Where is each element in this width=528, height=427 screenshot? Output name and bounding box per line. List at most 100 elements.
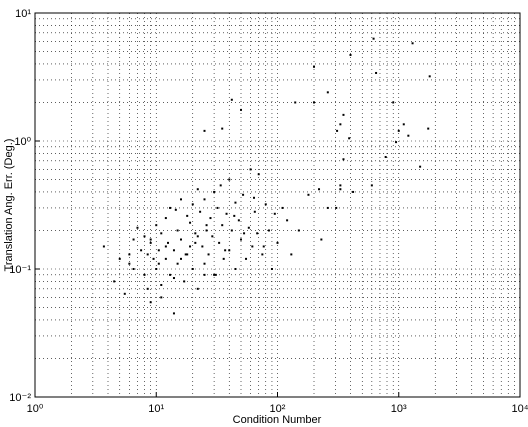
point xyxy=(203,273,206,276)
point xyxy=(143,273,146,276)
x-tick-label: 10³ xyxy=(391,403,407,415)
point xyxy=(402,123,405,126)
y-tick-label: 10¹ xyxy=(15,8,31,20)
point xyxy=(230,229,233,232)
point xyxy=(256,232,259,235)
point xyxy=(157,249,160,252)
point xyxy=(149,238,152,241)
y-tick-label: 10⁻¹ xyxy=(9,264,31,276)
point xyxy=(240,238,243,241)
point xyxy=(228,178,231,181)
point xyxy=(140,249,143,252)
point xyxy=(245,257,248,260)
point xyxy=(194,232,197,235)
point xyxy=(273,212,276,215)
point xyxy=(164,217,167,220)
point xyxy=(132,238,135,241)
point xyxy=(407,134,410,137)
point xyxy=(257,173,260,176)
point xyxy=(189,245,192,248)
point xyxy=(194,241,197,244)
point xyxy=(186,253,189,256)
point xyxy=(157,262,160,265)
point xyxy=(243,232,246,235)
point xyxy=(336,129,339,132)
point xyxy=(216,206,219,209)
point xyxy=(136,226,139,229)
point xyxy=(326,206,329,209)
x-tick-label: 10⁰ xyxy=(27,403,44,415)
x-axis-label: Condition Number xyxy=(233,414,322,426)
point xyxy=(219,184,222,187)
point xyxy=(228,249,231,252)
point xyxy=(339,184,342,187)
point xyxy=(183,280,186,283)
point xyxy=(191,203,194,206)
point xyxy=(213,190,216,193)
point xyxy=(128,262,131,265)
point xyxy=(128,253,131,256)
point xyxy=(199,210,202,213)
point xyxy=(234,201,237,204)
point xyxy=(179,238,182,241)
point xyxy=(230,98,233,101)
point xyxy=(251,245,254,248)
point xyxy=(261,253,264,256)
point xyxy=(264,203,267,206)
point xyxy=(233,214,236,217)
point xyxy=(249,168,252,171)
point xyxy=(419,165,422,168)
point xyxy=(164,257,167,260)
point xyxy=(370,184,373,187)
point xyxy=(149,301,152,304)
point xyxy=(427,127,430,130)
point xyxy=(203,129,206,132)
point xyxy=(211,235,214,238)
point xyxy=(221,224,224,227)
point xyxy=(155,268,158,270)
point xyxy=(155,224,158,227)
point xyxy=(113,280,116,283)
point xyxy=(375,71,378,74)
point xyxy=(253,210,256,213)
point xyxy=(397,129,400,132)
point xyxy=(203,198,206,201)
point xyxy=(225,212,228,215)
point xyxy=(372,37,375,40)
point xyxy=(342,158,345,161)
point xyxy=(207,253,210,256)
point xyxy=(160,296,163,299)
point xyxy=(146,287,149,290)
point xyxy=(339,188,342,191)
point xyxy=(179,257,182,260)
point xyxy=(247,226,250,229)
point xyxy=(318,188,321,191)
x-tick-label: 10¹ xyxy=(148,403,164,415)
point xyxy=(176,229,179,232)
point xyxy=(176,262,179,265)
point xyxy=(312,65,315,68)
point xyxy=(252,196,255,199)
point xyxy=(172,312,175,315)
y-axis-label: Translation Ang. Err. (Deg.) xyxy=(3,139,15,272)
point xyxy=(160,232,163,235)
point xyxy=(118,257,121,260)
point xyxy=(395,141,398,144)
point xyxy=(149,241,152,244)
point xyxy=(384,155,387,158)
point xyxy=(189,221,192,224)
point xyxy=(196,287,199,290)
point xyxy=(276,241,279,244)
point xyxy=(297,229,300,232)
point xyxy=(392,101,395,104)
point xyxy=(307,193,310,196)
point xyxy=(281,206,284,209)
point xyxy=(169,206,172,209)
point xyxy=(237,219,240,222)
point xyxy=(221,127,224,130)
point xyxy=(270,268,273,270)
point xyxy=(335,206,338,209)
point xyxy=(348,137,351,140)
point xyxy=(196,235,199,238)
